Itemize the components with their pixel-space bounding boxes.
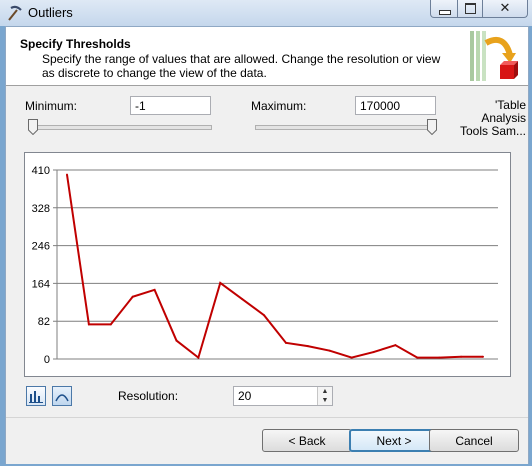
minimum-slider-thumb[interactable] <box>28 119 38 135</box>
page-title: Specify Thresholds <box>20 37 131 51</box>
title-bar: Outliers ✕ <box>0 0 532 26</box>
data-point <box>350 356 353 359</box>
table-name-note: 'Table Analysis Tools Sam... <box>442 99 526 138</box>
distribution-chart: 410 328 246 164 82 0 <box>24 152 511 377</box>
wizard-header: Specify Thresholds Specify the range of … <box>6 27 528 86</box>
bar-chart-icon <box>29 391 43 403</box>
data-point <box>460 355 463 358</box>
data-point <box>328 349 331 352</box>
distribution-chart-canvas: 410 328 246 164 82 0 <box>32 165 498 366</box>
y-tick-label: 410 <box>32 165 50 177</box>
data-point <box>416 356 419 359</box>
data-point <box>284 341 287 344</box>
table-name-line-3: Tools Sam... <box>459 124 526 138</box>
data-point <box>66 173 68 176</box>
table-name-line-2: Analysis <box>481 111 526 125</box>
wizard-dialog: Specify Thresholds Specify the range of … <box>5 26 529 464</box>
data-point <box>109 323 112 326</box>
maximum-slider-thumb[interactable] <box>427 119 437 135</box>
discrete-view-button[interactable] <box>26 386 46 406</box>
data-point <box>482 355 484 358</box>
maximize-button[interactable] <box>458 0 483 18</box>
minimum-input[interactable] <box>130 96 211 115</box>
back-button[interactable]: < Back <box>262 429 352 452</box>
resolution-input[interactable] <box>238 389 314 403</box>
resolution-stepper: ▲ ▼ <box>233 386 333 406</box>
data-point <box>372 351 375 354</box>
data-point <box>438 356 441 359</box>
curve-chart-icon <box>55 394 69 402</box>
maximum-slider-track[interactable] <box>255 125 437 130</box>
page-description: Specify the range of values that are all… <box>42 52 441 80</box>
minimum-slider-track[interactable] <box>30 125 212 130</box>
data-point <box>131 295 134 298</box>
next-button[interactable]: Next > <box>349 429 439 452</box>
close-icon: ✕ <box>499 0 511 15</box>
minimize-button[interactable] <box>430 0 458 18</box>
window-controls: ✕ <box>430 0 528 18</box>
maximum-label: Maximum: <box>251 99 307 113</box>
continuous-view-button[interactable] <box>52 386 72 406</box>
data-point <box>394 344 397 347</box>
cancel-button[interactable]: Cancel <box>429 429 519 452</box>
resolution-decrease-button[interactable]: ▼ <box>317 396 332 405</box>
y-tick-label: 82 <box>38 316 50 328</box>
wizard-graphic-icon <box>470 31 518 81</box>
data-point <box>197 356 200 359</box>
data-point <box>219 281 222 284</box>
y-tick-label: 164 <box>32 278 50 290</box>
data-point <box>87 323 90 326</box>
y-tick-label: 246 <box>32 241 50 253</box>
resolution-label: Resolution: <box>118 389 179 403</box>
maximum-input[interactable] <box>355 96 436 115</box>
y-tick-label: 0 <box>44 354 50 366</box>
wizard-footer: < Back Next > Cancel <box>6 417 528 464</box>
maximize-icon <box>465 3 476 14</box>
data-point <box>153 288 156 291</box>
series-line <box>66 174 483 360</box>
close-button[interactable]: ✕ <box>483 0 528 18</box>
table-name-line-1: 'Table <box>495 98 526 112</box>
window-title: Outliers <box>28 5 73 20</box>
data-point <box>306 345 309 348</box>
data-point <box>263 314 266 317</box>
minimum-label: Minimum: <box>25 99 78 113</box>
pickaxe-icon <box>8 5 22 21</box>
y-tick-label: 328 <box>32 203 50 215</box>
data-point <box>175 339 178 342</box>
minimize-icon <box>439 10 451 15</box>
data-point <box>241 298 244 301</box>
